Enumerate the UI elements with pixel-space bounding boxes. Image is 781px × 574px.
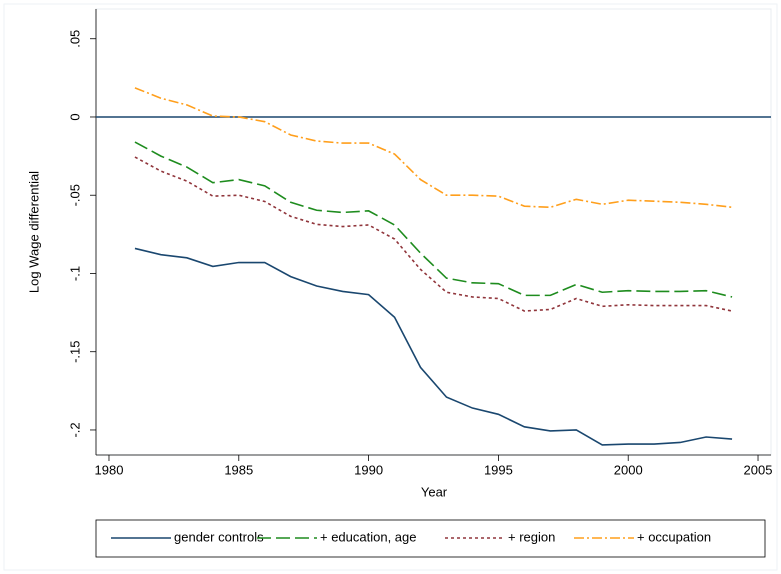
legend-label: + education, age — [320, 529, 417, 544]
y-tick-label: -.1 — [67, 266, 82, 281]
y-tick-label: .05 — [67, 30, 82, 48]
y-tick-label: -.2 — [67, 422, 82, 437]
y-tick-label: 0 — [67, 113, 82, 120]
series-line — [134, 156, 733, 312]
x-tick-label: 1980 — [95, 462, 124, 477]
x-axis-title: Year — [421, 484, 448, 499]
series-line — [134, 141, 733, 298]
legend-label: gender controls — [174, 529, 264, 544]
x-tick-label: 2000 — [614, 462, 643, 477]
legend-box — [95, 519, 766, 558]
x-tick-label: 1985 — [224, 462, 253, 477]
x-tick-label: 1990 — [354, 462, 383, 477]
series-line — [134, 247, 733, 446]
series-line — [134, 87, 733, 209]
legend-label: + region — [508, 529, 555, 544]
x-tick-label: 1995 — [484, 462, 513, 477]
y-axis-title: Log Wage differential — [26, 171, 41, 293]
legend-label: + occupation — [637, 529, 711, 544]
plot-region — [95, 8, 772, 456]
x-tick-label: 2005 — [744, 462, 773, 477]
y-tick-label: -.05 — [67, 184, 82, 206]
y-tick-label: -.15 — [67, 341, 82, 363]
